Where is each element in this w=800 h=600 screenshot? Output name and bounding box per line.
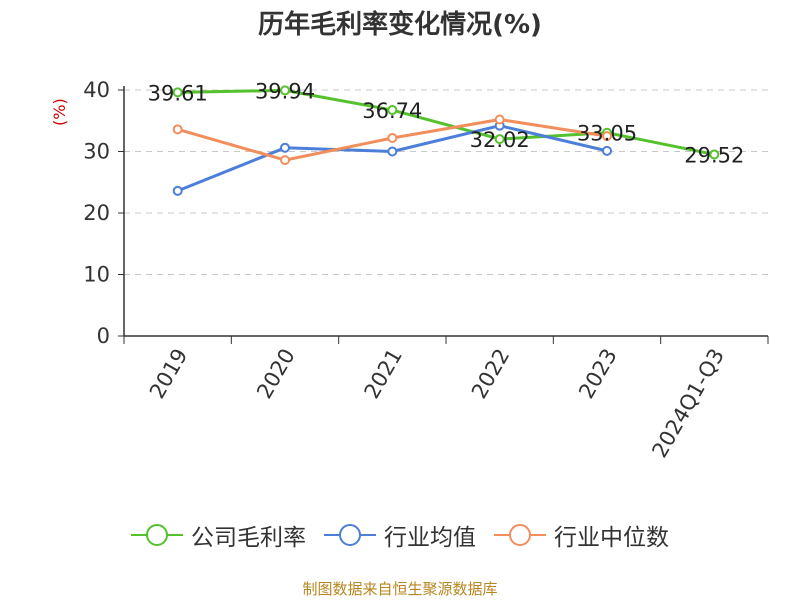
legend-item-company-gross-margin[interactable]: 公司毛利率 [131,518,306,552]
data-point-series-2 [172,124,183,135]
legend-item-industry-average[interactable]: 行业均值 [324,518,476,552]
data-point-series-1 [280,142,290,153]
data-point-series-0 [494,134,505,145]
data-point-series-1 [602,145,612,156]
legend-item-industry-median[interactable]: 行业中位数 [494,518,669,552]
series-line-0 [177,88,715,156]
data-point-series-2 [494,114,505,125]
legend-marker-icon [494,524,546,546]
data-label: 32.02 [470,128,530,152]
y-tick-label: 0 [97,324,110,348]
line-chart: 0 10 20 30 40 2019 2020 2021 2022 2023 2024Q1-Q3 39… [83,78,769,462]
y-tick-label: 10 [83,263,110,287]
chart-title: 历年毛利率变化情况(%) [258,10,542,40]
data-point-series-1 [387,146,398,157]
legend-label: 行业中位数 [554,525,669,551]
x-tick-label: 2022 [467,344,515,402]
data-point-series-0 [280,85,290,96]
x-tick-label: 2023 [574,345,622,403]
data-label: 33.05 [577,122,637,146]
data-label: 29.52 [684,143,744,167]
data-point-series-1 [172,185,183,196]
data-label: 39.61 [148,81,208,105]
data-point-series-0 [172,87,183,98]
y-tick-label: 40 [83,78,110,102]
legend-marker-icon [324,524,376,546]
legend-label: 行业均值 [384,525,476,551]
legend-marker-icon [131,524,183,546]
data-point-series-2 [602,131,612,142]
legend-label: 公司毛利率 [191,525,306,551]
x-tick-label: 2024Q1-Q3 [647,345,729,462]
data-label: 36.74 [362,99,422,123]
data-point-series-2 [280,155,290,166]
x-tick-label: 2020 [252,345,300,403]
x-tick-label: 2019 [145,345,193,403]
y-tick-label: 30 [83,140,110,164]
data-point-series-0 [387,105,398,116]
chart-legend: 公司毛利率 行业均值 行业中位数 [0,518,800,552]
x-tick-label: 2021 [360,345,408,403]
data-source-note: 制图数据来自恒生聚源数据库 [302,580,498,598]
data-point-series-2 [387,132,398,143]
y-tick-label: 20 [83,201,110,225]
data-point-series-0 [709,149,720,160]
data-label: 39.94 [255,79,315,103]
